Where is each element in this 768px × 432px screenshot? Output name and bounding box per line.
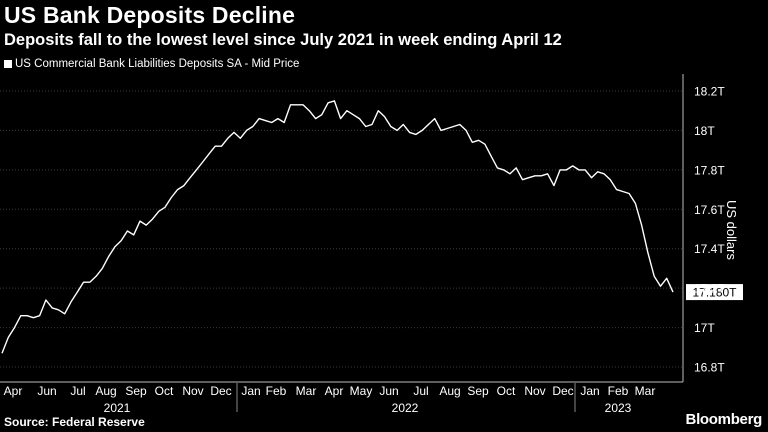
last-value-label: 17.180T: [692, 286, 737, 300]
y-tick-label: 17T: [694, 321, 715, 335]
y-tick-label: 16.8T: [694, 361, 725, 375]
y-tick-label: 17.2T: [694, 282, 725, 296]
x-month-label: Dec: [552, 384, 573, 398]
x-month-label: Dec: [210, 384, 231, 398]
x-month-label: Jul: [413, 384, 428, 398]
x-month-label: Apr: [4, 384, 23, 398]
y-tick-label: 18T: [694, 124, 715, 138]
legend-swatch: [4, 60, 12, 68]
x-month-label: Aug: [95, 384, 116, 398]
x-month-label: Mar: [296, 384, 317, 398]
x-month-label: Nov: [524, 384, 545, 398]
legend-label: US Commercial Bank Liabilities Deposits …: [15, 58, 300, 70]
y-tick-label: 17.4T: [694, 242, 725, 256]
legend: US Commercial Bank Liabilities Deposits …: [4, 58, 299, 70]
last-value-marker: 17.180T: [686, 284, 743, 301]
x-month-label: Sep: [467, 384, 489, 398]
x-month-label: Feb: [266, 384, 287, 398]
x-month-label: Mar: [635, 384, 656, 398]
chart-subtitle: Deposits fall to the lowest level since …: [4, 31, 562, 49]
x-month-label: Oct: [497, 384, 516, 398]
last-value-box: [686, 284, 743, 301]
x-month-label: Sep: [125, 384, 147, 398]
x-month-label: Jun: [379, 384, 398, 398]
chart-title: US Bank Deposits Decline: [4, 2, 296, 28]
x-month-label: Jan: [580, 384, 599, 398]
y-axis-title: US dollars: [724, 200, 739, 260]
x-month-label: Jan: [241, 384, 260, 398]
y-tick-label: 18.2T: [694, 85, 725, 99]
y-axis: 18.2T 18T 17.8T 17.6T 17.4T 17.2T 17T 16.8T: [694, 85, 725, 375]
bloomberg-logo: Bloomberg: [685, 411, 763, 428]
x-month-label: Oct: [155, 384, 174, 398]
x-axis: Apr Jun Jul Aug Sep Oct Nov Dec Jan Feb Mar Apr May J…: [4, 383, 656, 415]
source-note: Source: Federal Reserve: [4, 415, 145, 429]
x-month-label: Jun: [37, 384, 56, 398]
x-month-label: Feb: [608, 384, 629, 398]
x-month-label: Nov: [182, 384, 203, 398]
x-year-label: 2022: [392, 401, 419, 415]
x-year-label: 2021: [104, 401, 131, 415]
x-month-label: Jul: [70, 384, 85, 398]
gridlines: [0, 74, 684, 383]
series-line-deposits: [1, 100, 674, 354]
y-tick-label: 17.8T: [694, 163, 725, 177]
x-month-label: Aug: [439, 384, 460, 398]
x-month-label: May: [350, 384, 373, 398]
y-tick-label: 17.6T: [694, 203, 725, 217]
x-month-label: Apr: [325, 384, 344, 398]
x-year-label: 2023: [605, 401, 632, 415]
